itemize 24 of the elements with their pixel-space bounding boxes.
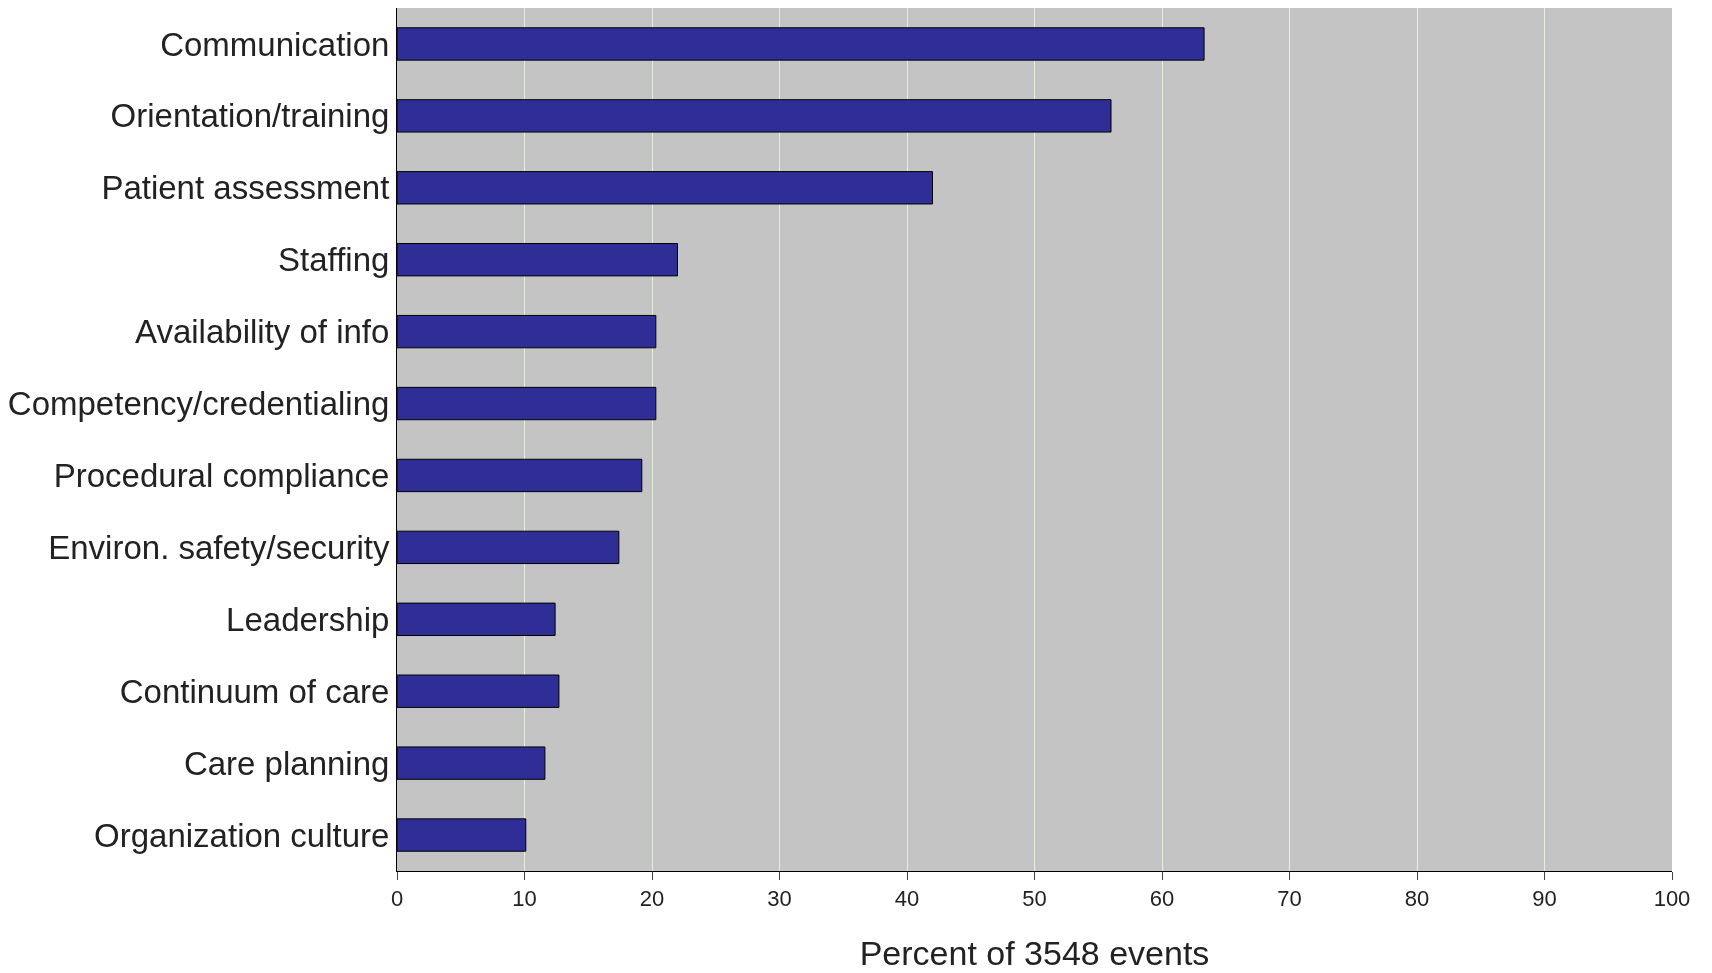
- x-tick-label: 80: [1404, 886, 1430, 912]
- x-tick-label: 0: [390, 886, 404, 912]
- y-tick-label: Staffing: [278, 241, 390, 279]
- x-axis-title: Percent of 3548 events: [859, 933, 1210, 972]
- y-tick-label: Patient assessment: [101, 169, 390, 207]
- y-tick-label: Orientation/training: [110, 97, 390, 135]
- x-tick-label: 70: [1277, 886, 1302, 912]
- y-tick-label: Organization culture: [94, 816, 390, 854]
- y-tick-label: Continuum of care: [119, 672, 390, 710]
- y-tick-label: Leadership: [226, 600, 390, 638]
- x-tick-label: 40: [894, 886, 920, 912]
- y-tick-label: Communication: [160, 25, 390, 63]
- y-tick-label: Competency/credentialing: [7, 385, 390, 423]
- y-tick-label: Environ. safety/security: [48, 528, 390, 566]
- x-tick-label: 20: [639, 886, 665, 912]
- x-tick-label: 50: [1022, 886, 1047, 912]
- y-tick-label: Procedural compliance: [53, 457, 390, 495]
- x-tick-label: 100: [1653, 886, 1691, 912]
- y-tick-label: Availability of info: [135, 313, 390, 351]
- x-tick-label: 60: [1149, 886, 1175, 912]
- x-tick-label: 90: [1532, 886, 1557, 912]
- y-tick-label: Care planning: [183, 744, 390, 782]
- x-tick-label: 30: [767, 886, 792, 912]
- x-tick-label: 10: [512, 886, 537, 912]
